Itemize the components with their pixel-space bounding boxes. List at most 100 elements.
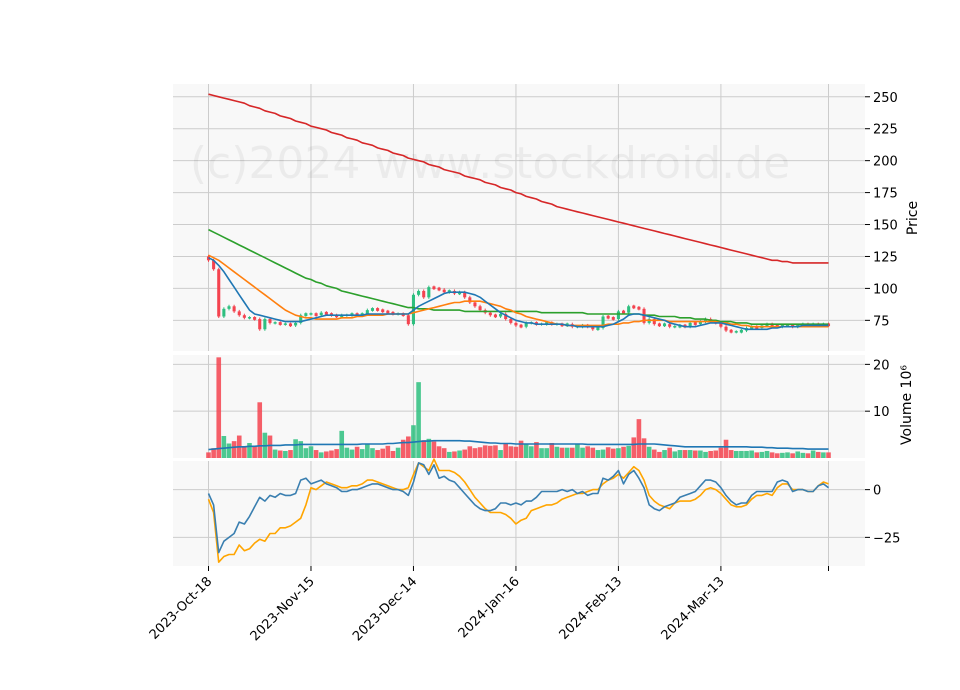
candle-body: [268, 319, 272, 323]
oscillator-fast-line: [207, 462, 829, 554]
volume-bar: [539, 448, 544, 458]
candle-body: [601, 316, 605, 329]
volume-bar: [462, 449, 468, 458]
volume-bar: [441, 448, 447, 458]
candle-body: [519, 324, 523, 328]
candle-body: [719, 322, 723, 327]
volume-bar: [764, 450, 770, 458]
volume-bar: [621, 446, 626, 458]
volume-bar: [703, 451, 708, 458]
volume-bar: [744, 450, 749, 458]
candle-body: [417, 290, 421, 295]
price-tick-label: 75: [873, 314, 890, 329]
volume-bar: [313, 450, 319, 458]
volume-tick-label: 10: [873, 405, 890, 420]
candle-body: [734, 331, 738, 333]
candle-body: [509, 319, 513, 323]
volume-bar: [216, 357, 222, 458]
volume-bar: [349, 449, 355, 458]
volume-bar: [575, 443, 580, 458]
volume-bar: [211, 448, 216, 458]
volume-bar: [257, 402, 263, 458]
candle-body: [724, 326, 728, 331]
candle-body: [278, 322, 282, 325]
price-tick-label: 200: [873, 155, 898, 170]
volume-bar: [723, 439, 729, 458]
volume-bar: [221, 435, 227, 458]
price-tick-label: 100: [873, 282, 898, 297]
y-tick-labels: 75 100 125 150 175 200 225 250 10 20 −25 0: [865, 91, 900, 546]
oscillator-panel: [173, 461, 865, 566]
volume-bar: [769, 452, 775, 458]
candle-body: [258, 319, 262, 330]
volume-bar: [790, 453, 795, 458]
candle-body: [370, 308, 375, 311]
volume-bar: [493, 445, 498, 458]
candle-body: [304, 313, 308, 316]
price-axis-label: Price: [905, 201, 921, 235]
candle-body: [611, 317, 615, 320]
candle-body: [242, 315, 246, 318]
candle-body: [688, 322, 692, 327]
volume-bar: [569, 447, 575, 458]
candle-body: [729, 329, 733, 333]
candle-body: [662, 323, 667, 327]
candle-body: [365, 310, 369, 314]
x-tick-label: 2024-Mar-13: [659, 574, 728, 643]
volume-bar: [687, 450, 693, 458]
volume-bar: [780, 452, 785, 458]
candle-body: [637, 306, 641, 310]
volume-bar: [288, 450, 293, 458]
volume-bar: [242, 446, 247, 458]
volume-bar: [585, 446, 590, 458]
candle-body: [432, 286, 436, 290]
volume-bar: [206, 452, 211, 458]
volume-bar: [692, 450, 698, 458]
volume-bar: [283, 450, 288, 458]
volume-bar: [529, 446, 534, 458]
candle-body: [698, 321, 702, 325]
volume-bar: [559, 447, 565, 458]
volume-bar: [672, 451, 678, 458]
volume-bar: [226, 443, 232, 458]
volume-bar: [477, 447, 483, 458]
volume-bar: [651, 449, 657, 458]
x-tick-label: 2023-Oct-18: [147, 574, 215, 642]
volume-bar: [303, 448, 309, 458]
candle-body: [739, 329, 743, 333]
candle-body: [632, 305, 636, 309]
x-tick-label: 2024-Jan-16: [456, 574, 523, 641]
volume-bar: [395, 447, 401, 458]
volume-bar: [334, 449, 339, 458]
volume-bar: [733, 450, 739, 458]
volume-bar: [457, 450, 462, 458]
volume-bar: [785, 452, 790, 458]
osc-tick-label: −25: [873, 531, 900, 546]
volume-bar: [406, 436, 411, 458]
candle-body: [294, 322, 298, 326]
volume-bar: [375, 450, 380, 458]
volume-bar: [631, 437, 637, 458]
candle-body: [591, 326, 595, 330]
candle-body: [263, 319, 267, 330]
volume-bar: [682, 450, 688, 458]
ma-short-line: [208, 256, 829, 331]
volume-bar: [610, 448, 616, 458]
candle-body: [376, 308, 380, 311]
volume-bar: [698, 450, 703, 458]
osc-tick-label: 0: [873, 484, 881, 499]
candle-body: [247, 317, 252, 319]
candle-body: [273, 322, 277, 324]
volume-bar: [616, 448, 621, 458]
volume-bar: [554, 446, 560, 458]
candle-body: [324, 311, 328, 315]
volume-bar: [544, 448, 549, 458]
candle-body: [478, 306, 482, 311]
volume-bar: [482, 445, 488, 458]
watermark: (c)2024 www.stockdroid.de: [190, 138, 790, 189]
volume-bar: [795, 451, 801, 458]
volume-bar: [739, 450, 744, 458]
volume-bar: [534, 442, 539, 458]
x-tick-label: 2024-Feb-13: [557, 574, 626, 643]
candle-body: [524, 322, 528, 327]
